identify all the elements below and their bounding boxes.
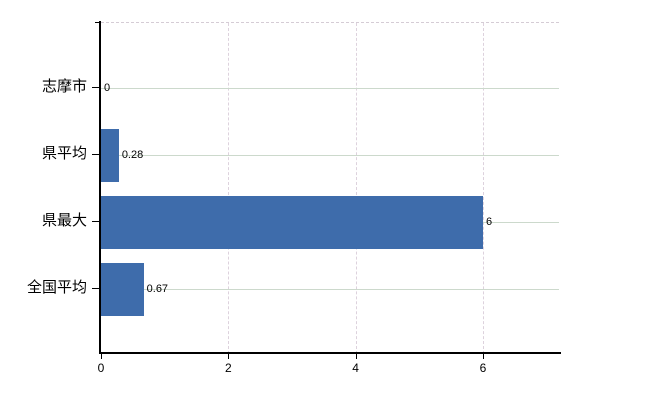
- category-tick: [92, 221, 101, 222]
- y-axis-line: [99, 21, 101, 354]
- x-axis-tick: [101, 354, 102, 359]
- category-label: 全国平均: [26, 279, 87, 296]
- category-tick: [92, 288, 101, 289]
- bar[interactable]: [101, 129, 119, 182]
- category-label: 県最大: [41, 212, 87, 229]
- category-label: 県平均: [41, 145, 87, 162]
- bar-value-label: 0.28: [121, 149, 144, 161]
- h-gridline: [101, 88, 559, 89]
- y-axis-top-tick: [95, 22, 101, 23]
- bar[interactable]: [101, 196, 483, 249]
- bar-value-label: 0.67: [146, 283, 169, 295]
- category-tick: [92, 87, 101, 88]
- bar-value-label: 0: [104, 82, 111, 94]
- bar-value-label: 6: [485, 216, 493, 228]
- plot-area: 0 0.28 6 0.67: [101, 22, 559, 354]
- h-gridline: [101, 155, 559, 156]
- x-axis-tick: [228, 354, 230, 359]
- category-label: 志摩市: [41, 78, 87, 95]
- category-tick: [92, 154, 101, 155]
- h-gridline: [101, 289, 559, 290]
- x-axis-tick-label: 0: [97, 361, 105, 375]
- x-axis-tick-label: 4: [352, 361, 359, 375]
- x-axis-tick: [482, 354, 484, 359]
- x-axis-tick-label: 2: [224, 361, 232, 375]
- x-axis-tick: [355, 354, 357, 359]
- bar[interactable]: [101, 263, 144, 316]
- v-gridline: [482, 23, 484, 354]
- x-axis-line: [99, 352, 561, 354]
- v-gridline: [228, 23, 230, 354]
- v-gridline: [355, 23, 357, 354]
- x-axis-tick-label: 6: [479, 361, 487, 375]
